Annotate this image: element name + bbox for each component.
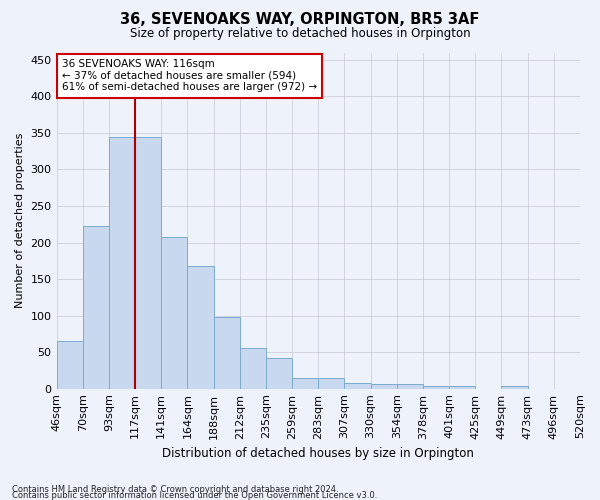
Bar xyxy=(161,236,187,388)
Bar xyxy=(397,384,423,388)
Text: 36 SEVENOAKS WAY: 116sqm
← 37% of detached houses are smaller (594)
61% of semi-: 36 SEVENOAKS WAY: 116sqm ← 37% of detach… xyxy=(62,59,317,92)
Bar xyxy=(187,266,214,388)
Text: Contains public sector information licensed under the Open Government Licence v3: Contains public sector information licen… xyxy=(12,490,377,500)
Bar xyxy=(371,384,397,388)
Bar xyxy=(449,386,475,388)
Bar xyxy=(109,136,135,388)
Text: 36, SEVENOAKS WAY, ORPINGTON, BR5 3AF: 36, SEVENOAKS WAY, ORPINGTON, BR5 3AF xyxy=(121,12,479,28)
Text: Contains HM Land Registry data © Crown copyright and database right 2024.: Contains HM Land Registry data © Crown c… xyxy=(12,484,338,494)
Y-axis label: Number of detached properties: Number of detached properties xyxy=(15,133,25,308)
Bar xyxy=(344,383,371,388)
Bar xyxy=(214,317,240,388)
Bar xyxy=(292,378,318,388)
Bar xyxy=(318,378,344,388)
Bar xyxy=(240,348,266,389)
Bar xyxy=(502,386,527,388)
Bar xyxy=(83,226,109,388)
Bar xyxy=(135,136,161,388)
Bar xyxy=(266,358,292,388)
Bar xyxy=(423,386,449,388)
Bar xyxy=(56,341,83,388)
X-axis label: Distribution of detached houses by size in Orpington: Distribution of detached houses by size … xyxy=(163,447,474,460)
Text: Size of property relative to detached houses in Orpington: Size of property relative to detached ho… xyxy=(130,28,470,40)
